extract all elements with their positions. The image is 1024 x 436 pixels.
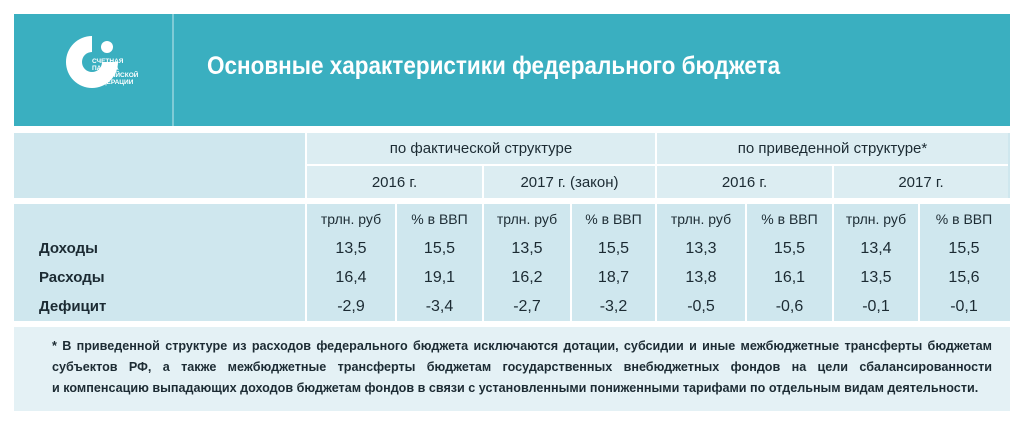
cell: 13,8 — [655, 263, 745, 292]
footnote-box: * В приведенной структуре из расходов фе… — [14, 327, 1010, 411]
cell: 15,6 — [918, 263, 1008, 292]
cell: 13,3 — [655, 234, 745, 263]
cell: 15,5 — [570, 234, 655, 263]
spacer — [14, 198, 1010, 204]
logo-line: ПАЛАТА — [92, 65, 119, 72]
cell: -2,7 — [482, 292, 570, 321]
row-label: Расходы — [39, 269, 105, 286]
cell: 13,5 — [305, 234, 395, 263]
cell: 15,5 — [745, 234, 832, 263]
logo-line: СЧЕТНАЯ — [92, 58, 124, 65]
unit-header: % в ВВП — [745, 204, 832, 234]
cell: 18,7 — [570, 263, 655, 292]
footnote-line: субъектов РФ, а также межбюджетные транс… — [52, 360, 992, 374]
cell: -3,2 — [570, 292, 655, 321]
header-band: СЧЕТНАЯ ПАЛАТА РОССИЙСКОЙ ФЕДЕРАЦИИ Основны… — [14, 14, 1010, 126]
year-header: 2017 г. (закон) — [482, 166, 655, 198]
cell: -0,1 — [832, 292, 918, 321]
year-header: 2016 г. — [655, 166, 832, 198]
cell: 16,4 — [305, 263, 395, 292]
title: Основные характеристики федерального бюд… — [207, 52, 781, 80]
table: по фактической структуре по приведенной с… — [14, 133, 1010, 321]
logo-mark — [66, 36, 118, 88]
cell: 13,5 — [482, 234, 570, 263]
unit-header: % в ВВП — [918, 204, 1008, 234]
cell: -0,6 — [745, 292, 832, 321]
logo-line: ФЕДЕРАЦИИ — [92, 79, 134, 86]
row-label: Дефицит — [39, 298, 107, 315]
unit-header: трлн. руб — [482, 204, 570, 234]
unit-header: трлн. руб — [655, 204, 745, 234]
cell: 13,4 — [832, 234, 918, 263]
footnote-line: и компенсацию выпадающих доходов бюджета… — [52, 381, 979, 395]
cell: -3,4 — [395, 292, 482, 321]
unit-header: % в ВВП — [570, 204, 655, 234]
unit-header: трлн. руб — [305, 204, 395, 234]
cell: 16,1 — [745, 263, 832, 292]
cell: -2,9 — [305, 292, 395, 321]
group-header: по фактической структуре — [305, 133, 655, 166]
footnote-line: * В приведенной структуре из расходов фе… — [52, 339, 992, 353]
logo-text: СЧЕТНАЯ ПАЛАТА РОССИЙСКОЙ ФЕДЕРАЦИИ — [92, 58, 138, 86]
cell: -0,5 — [655, 292, 745, 321]
cell: -0,1 — [918, 292, 1008, 321]
year-header: 2017 г. — [832, 166, 1008, 198]
unit-header: % в ВВП — [395, 204, 482, 234]
group-header: по приведенной структуре* — [655, 133, 1008, 166]
cell: 13,5 — [832, 263, 918, 292]
divider — [172, 14, 174, 126]
cell: 19,1 — [395, 263, 482, 292]
cell: 15,5 — [395, 234, 482, 263]
year-header: 2016 г. — [305, 166, 482, 198]
row-label: Доходы — [39, 240, 98, 257]
logo-line: РОССИЙСКОЙ — [92, 72, 139, 79]
cell: 16,2 — [482, 263, 570, 292]
unit-header: трлн. руб — [832, 204, 918, 234]
cell: 15,5 — [918, 234, 1008, 263]
